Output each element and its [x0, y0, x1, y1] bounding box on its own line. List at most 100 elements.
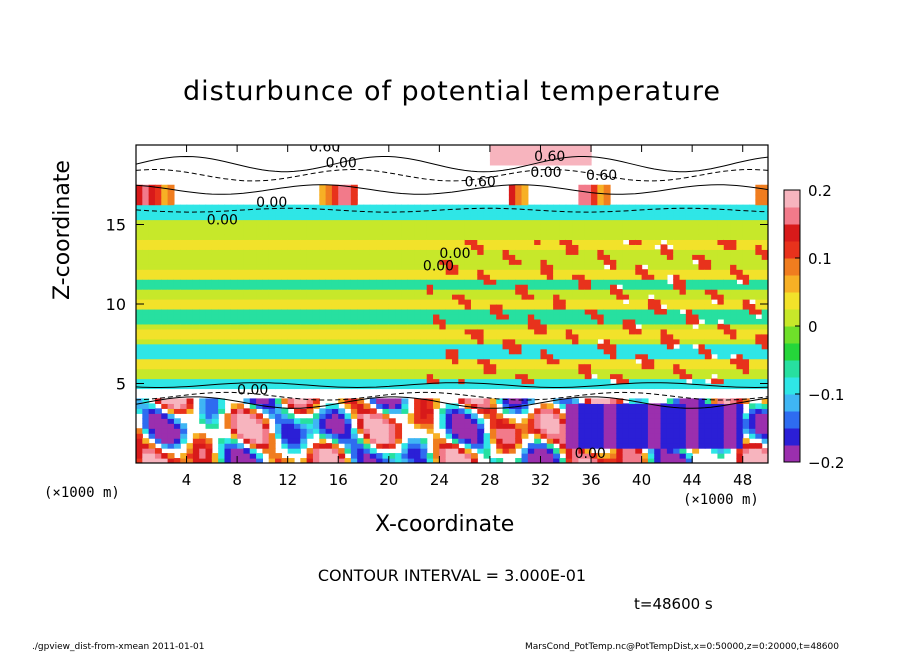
heatmap-cell — [673, 254, 681, 260]
heatmap-cell — [287, 413, 295, 419]
heatmap-cell — [559, 428, 567, 434]
heatmap-cell — [224, 284, 232, 290]
heatmap-cell — [540, 383, 548, 390]
heatmap-cell — [704, 398, 712, 404]
heatmap-cell — [294, 204, 301, 211]
heatmap-cell — [262, 204, 270, 211]
heatmap-cell — [325, 433, 333, 439]
heatmap-cell — [407, 343, 415, 350]
heatmap-cell — [565, 145, 573, 151]
heatmap-cell — [761, 194, 768, 201]
heatmap-cell — [477, 353, 485, 360]
heatmap-cell — [338, 284, 346, 290]
heatmap-cell — [262, 398, 270, 404]
heatmap-cell — [464, 259, 472, 265]
heatmap-cell — [199, 333, 207, 340]
heatmap-cell — [673, 274, 681, 280]
heatmap-cell — [489, 219, 497, 226]
heatmap-cell — [256, 368, 263, 375]
heatmap-cell — [515, 358, 523, 365]
heatmap-cell — [420, 204, 428, 211]
heatmap-cell — [344, 333, 352, 340]
heatmap-cell — [268, 323, 276, 330]
heatmap-cell — [205, 448, 213, 454]
heatmap-cell — [237, 308, 245, 315]
heatmap-cell — [167, 438, 175, 444]
heatmap-cell — [755, 209, 763, 216]
heatmap-cell — [433, 308, 440, 315]
heatmap-cell — [376, 333, 384, 340]
heatmap-cell — [692, 264, 700, 270]
heatmap-cell — [584, 214, 592, 221]
heatmap-cell — [698, 363, 706, 370]
heatmap-cell — [641, 443, 649, 449]
heatmap-cell — [180, 299, 188, 305]
heatmap-cell — [736, 343, 744, 350]
heatmap-cell — [167, 264, 175, 270]
heatmap-cell — [553, 154, 561, 161]
heatmap-cell — [654, 299, 662, 305]
heatmap-cell — [376, 313, 384, 320]
heatmap-cell — [167, 249, 175, 255]
heatmap-cell — [679, 279, 687, 285]
heatmap-cell — [565, 318, 573, 325]
heatmap-cell — [723, 443, 731, 449]
heatmap-cell — [755, 428, 763, 434]
heatmap-cell — [148, 209, 156, 216]
heatmap-cell — [622, 453, 630, 459]
heatmap-cell — [572, 313, 579, 320]
heatmap-cell — [508, 383, 516, 390]
heatmap-cell — [704, 368, 712, 375]
heatmap-cell — [502, 279, 510, 285]
heatmap-cell — [578, 448, 586, 454]
heatmap-cell — [268, 289, 276, 295]
heatmap-cell — [136, 299, 143, 305]
heatmap-cell — [350, 383, 358, 390]
heatmap-cell — [470, 284, 478, 290]
heatmap-cell — [755, 224, 763, 231]
heatmap-cell — [565, 323, 573, 330]
heatmap-cell — [584, 284, 592, 290]
x-tick-label: 40 — [632, 471, 651, 489]
heatmap-cell — [540, 289, 548, 295]
heatmap-cell — [584, 338, 592, 345]
heatmap-cell — [414, 353, 421, 360]
heatmap-cell — [749, 358, 756, 365]
heatmap-cell — [407, 378, 415, 385]
heatmap-cell — [483, 254, 491, 260]
heatmap-cell — [369, 313, 377, 320]
heatmap-cell — [723, 313, 731, 320]
heatmap-cell — [742, 413, 750, 419]
heatmap-cell — [344, 294, 352, 300]
heatmap-cell — [357, 224, 365, 231]
heatmap-cell — [218, 299, 226, 305]
heatmap-cell — [489, 269, 497, 275]
heatmap-cell — [496, 433, 504, 439]
heatmap-cell — [717, 428, 725, 434]
heatmap-cell — [281, 328, 289, 335]
heatmap-cell — [502, 363, 510, 370]
heatmap-cell — [230, 338, 238, 345]
heatmap-cell — [281, 214, 289, 221]
heatmap-cell — [154, 244, 162, 250]
heatmap-cell — [635, 368, 643, 375]
heatmap-cell — [186, 458, 194, 463]
heatmap-cell — [344, 383, 352, 390]
heatmap-cell — [180, 398, 188, 404]
heatmap-cell — [761, 279, 768, 285]
heatmap-cell — [306, 398, 314, 404]
heatmap-cell — [287, 274, 295, 280]
heatmap-cell — [300, 418, 308, 424]
heatmap-cell — [414, 343, 421, 350]
heatmap-cell — [294, 313, 301, 320]
heatmap-cell — [249, 343, 257, 350]
heatmap-cell — [559, 264, 567, 270]
heatmap-cell — [559, 204, 567, 211]
heatmap-cell — [325, 443, 333, 449]
heatmap-cell — [376, 323, 384, 330]
heatmap-cell — [458, 214, 466, 221]
heatmap-cell — [243, 299, 251, 305]
heatmap-cell — [464, 343, 472, 350]
heatmap-cell — [439, 328, 447, 335]
heatmap-cell — [312, 328, 320, 335]
